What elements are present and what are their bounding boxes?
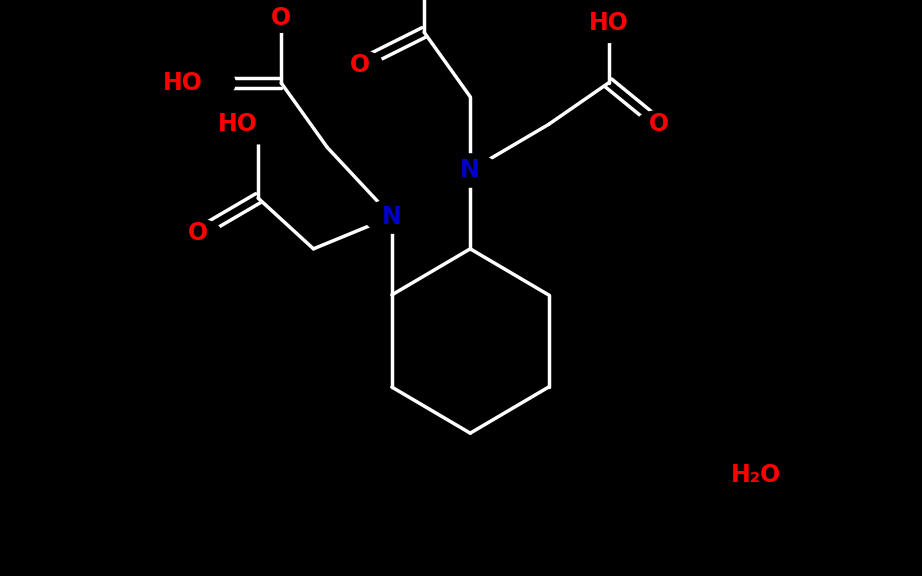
Ellipse shape (576, 3, 641, 43)
Ellipse shape (258, 5, 304, 32)
Text: N: N (460, 158, 480, 183)
Text: O: O (349, 52, 370, 77)
Ellipse shape (364, 200, 420, 233)
Ellipse shape (175, 219, 221, 247)
Ellipse shape (171, 63, 235, 103)
Text: HO: HO (588, 11, 629, 35)
Text: HO: HO (163, 71, 203, 95)
Ellipse shape (719, 453, 793, 497)
Ellipse shape (337, 51, 383, 78)
Text: N: N (382, 204, 402, 229)
Text: O: O (271, 6, 291, 31)
Text: HO: HO (219, 112, 258, 137)
Ellipse shape (226, 105, 290, 144)
Text: O: O (649, 112, 669, 137)
Text: H₂O: H₂O (731, 463, 781, 487)
Ellipse shape (443, 154, 498, 187)
Text: O: O (188, 221, 208, 245)
Ellipse shape (636, 111, 682, 138)
